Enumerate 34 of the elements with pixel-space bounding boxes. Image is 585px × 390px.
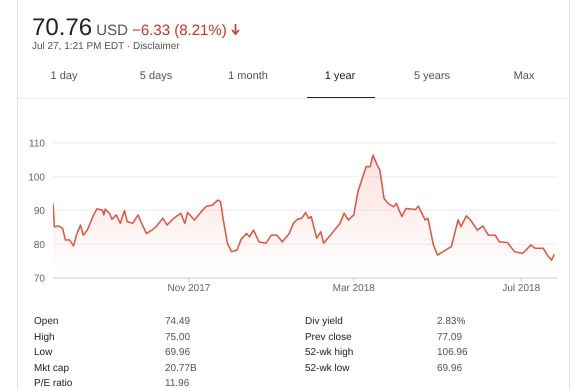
text: High <box>34 332 55 342</box>
text: 52-wk low <box>305 362 350 374</box>
y-tick-label: 100 <box>28 172 46 184</box>
text: 20.77B <box>165 362 197 374</box>
x-tick-label: Jul 2018 <box>502 283 541 294</box>
text: 5 years <box>412 70 452 82</box>
y-tick-label: 80 <box>34 240 46 251</box>
chart-subtitle: Jul 27, 1:21 PM EDT · Disclaimer <box>32 41 180 52</box>
text: 1 year <box>324 70 356 82</box>
y-tick-label: 110 <box>29 138 46 150</box>
text: 52-wk high <box>305 347 354 358</box>
text: Prev close <box>305 332 352 342</box>
x-tick-label: Mar 2018 <box>332 283 376 294</box>
text: 5 days <box>138 70 174 82</box>
text: 1 day <box>50 70 78 82</box>
text: 75.00 <box>165 332 190 342</box>
text: 1 month <box>227 70 269 82</box>
text: 69.96 <box>165 347 190 358</box>
text: P/E ratio <box>34 378 72 389</box>
text: Div yield <box>305 316 343 327</box>
y-tick-label: 90 <box>34 206 46 218</box>
text: 11.96 <box>165 378 190 389</box>
text: Mkt cap <box>34 362 70 374</box>
text: 77.09 <box>437 332 462 342</box>
text: 2.83% <box>437 316 466 327</box>
x-tick-label: Nov 2017 <box>168 283 211 294</box>
chart-title: 70.76 USD −6.33 (8.21%) <box>32 14 227 42</box>
y-tick-label: 70 <box>34 274 46 285</box>
text: Max <box>512 70 536 82</box>
text: Low <box>34 347 52 358</box>
text: Open <box>34 316 58 327</box>
text: 69.96 <box>437 362 462 374</box>
text: 74.49 <box>165 316 190 327</box>
text: 106.96 <box>437 347 468 358</box>
